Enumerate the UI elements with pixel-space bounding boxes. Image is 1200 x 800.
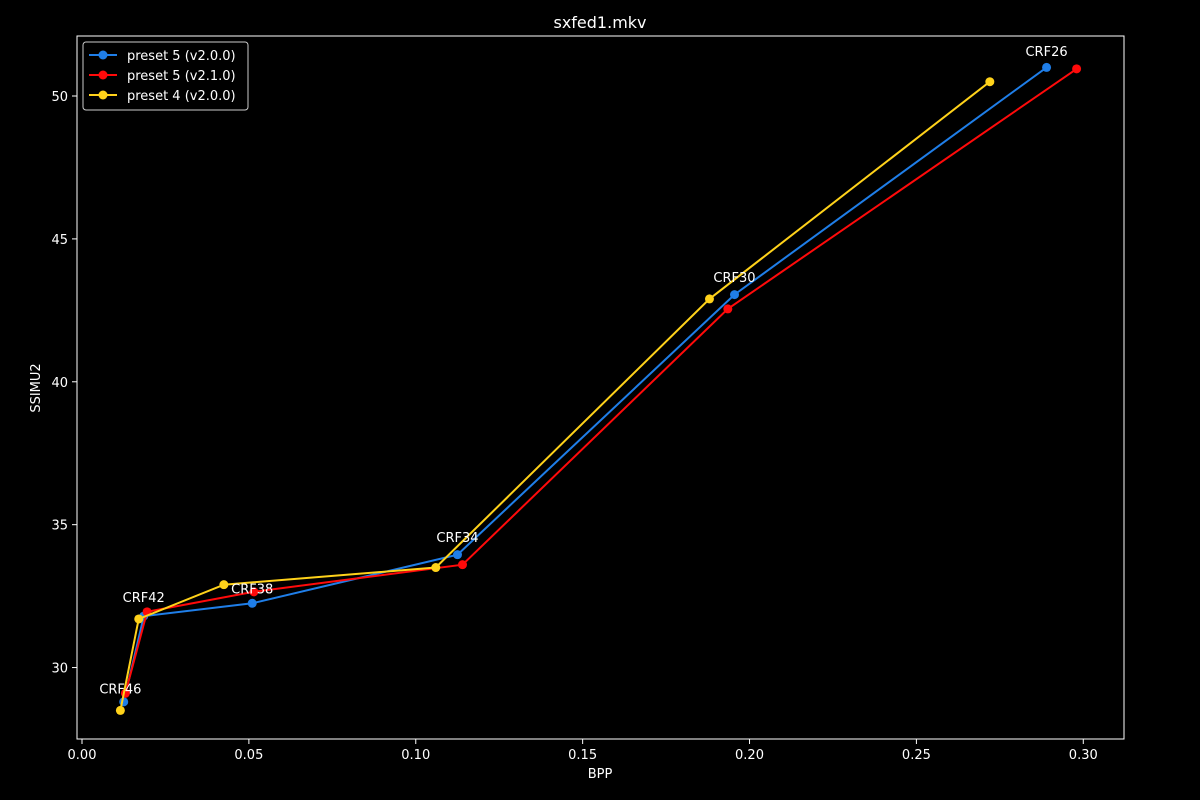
y-tick-label: 45 bbox=[51, 233, 68, 248]
x-axis: 0.00 0.05 0.10 0.15 0.20 0.25 0.30 bbox=[68, 739, 1098, 763]
crf-annotation: CRF26 bbox=[1025, 45, 1067, 60]
plot-area-frame bbox=[76, 35, 1125, 740]
legend-label: preset 5 (v2.1.0) bbox=[127, 69, 236, 84]
data-point bbox=[1072, 64, 1082, 74]
data-point bbox=[730, 290, 740, 300]
series-layer bbox=[115, 62, 1082, 715]
data-point bbox=[249, 587, 259, 597]
legend-box bbox=[82, 41, 249, 111]
legend: preset 5 (v2.0.0) preset 5 (v2.1.0) preset… bbox=[82, 41, 249, 111]
y-axis: 30 35 40 45 50 bbox=[51, 90, 77, 677]
data-point bbox=[723, 304, 733, 314]
crf-annotation: CRF38 bbox=[231, 582, 273, 597]
data-point bbox=[457, 560, 467, 570]
legend-marker bbox=[98, 70, 108, 80]
legend-marker bbox=[98, 90, 108, 100]
crf-annotation: CRF42 bbox=[123, 591, 165, 606]
x-tick-label: 0.15 bbox=[568, 748, 597, 763]
series-line bbox=[119, 80, 991, 711]
x-tick-label: 0.10 bbox=[401, 748, 430, 763]
chart-title: sxfed1.mkv bbox=[553, 13, 646, 32]
legend-marker bbox=[98, 50, 108, 60]
y-tick-label: 50 bbox=[51, 90, 68, 105]
annotation-layer: CRF46 CRF42 CRF38 CRF34 CRF30 CRF26 bbox=[99, 45, 1067, 697]
data-point bbox=[985, 77, 995, 87]
legend-label: preset 5 (v2.0.0) bbox=[127, 49, 236, 64]
data-point bbox=[134, 614, 144, 624]
data-point bbox=[704, 294, 714, 304]
data-point bbox=[431, 563, 441, 573]
series-group bbox=[115, 77, 995, 715]
y-tick-label: 30 bbox=[51, 662, 68, 677]
data-point bbox=[1042, 62, 1052, 72]
y-tick-label: 40 bbox=[51, 376, 68, 391]
y-axis-label: SSIMU2 bbox=[29, 363, 44, 412]
x-tick-label: 0.00 bbox=[68, 748, 97, 763]
data-point bbox=[115, 705, 125, 715]
crf-annotation: CRF46 bbox=[99, 682, 141, 697]
crf-annotation: CRF30 bbox=[713, 271, 755, 286]
crf-annotation: CRF34 bbox=[436, 531, 478, 546]
x-tick-label: 0.05 bbox=[234, 748, 263, 763]
x-tick-label: 0.20 bbox=[735, 748, 764, 763]
x-axis-label: BPP bbox=[588, 767, 613, 782]
x-tick-label: 0.30 bbox=[1069, 748, 1098, 763]
series-line bbox=[124, 68, 1078, 694]
data-point bbox=[219, 580, 229, 590]
series-group bbox=[120, 64, 1082, 698]
data-point bbox=[452, 550, 462, 560]
y-tick-label: 35 bbox=[51, 519, 68, 534]
data-point bbox=[247, 598, 257, 608]
legend-label: preset 4 (v2.0.0) bbox=[127, 89, 236, 104]
x-tick-label: 0.25 bbox=[902, 748, 931, 763]
